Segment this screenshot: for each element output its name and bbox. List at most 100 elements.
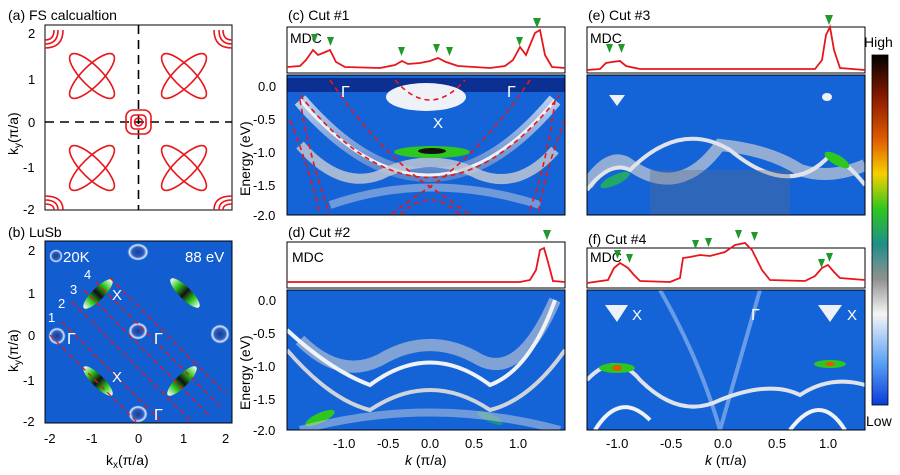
label-x-point: X [847, 307, 857, 324]
mdc-curve [287, 246, 566, 283]
tick: -2.0 [253, 423, 275, 438]
label-x-point: X [112, 287, 122, 304]
colorbar-low: Low [866, 413, 893, 429]
tick: 0.0 [421, 436, 439, 451]
cut-lines [49, 277, 227, 423]
tick: -1.0 [606, 436, 628, 451]
panel-b-frame [44, 240, 233, 424]
colorbar: High Low [864, 34, 893, 429]
panel-f-frame [586, 289, 866, 431]
panel-b-temp: 20K [63, 249, 90, 266]
cut-number: 1 [48, 310, 55, 325]
panel-d-yticks: 0.0 -0.5 -1.0 -1.5 -2.0 [253, 293, 276, 438]
panel-d-title: (d) Cut #2 [288, 224, 350, 240]
panel-c: (c) Cut #1 MDC [237, 7, 566, 223]
label-gamma: Γ [507, 84, 516, 101]
tick: -1.0 [253, 359, 275, 374]
tick: 0.5 [465, 436, 483, 451]
mdc-curve [286, 28, 566, 69]
tick: -2 [44, 431, 56, 446]
mdc-markers [614, 230, 833, 268]
panel-e-title: (e) Cut #3 [588, 7, 650, 23]
mdc-curve [586, 24, 866, 71]
panel-b-energy: 88 eV [185, 249, 224, 266]
tick: -0.5 [377, 436, 399, 451]
tick: 1 [28, 72, 35, 87]
tick: 2 [28, 243, 35, 258]
tick: 2 [28, 26, 35, 41]
tick: -2 [23, 202, 35, 217]
tick: 0.0 [714, 436, 732, 451]
panel-f: (f) Cut #4 MDC X Γ X -1.0 -0.5 [586, 230, 866, 468]
panel-c-title: (c) Cut #1 [288, 7, 350, 23]
tick: -1 [23, 373, 35, 388]
tick: 0.5 [768, 436, 786, 451]
mdc-box [286, 241, 566, 289]
fs-contours [44, 29, 233, 211]
panel-b-title: (b) LuSb [8, 224, 62, 240]
cut-number: 3 [70, 282, 77, 297]
tick: 1 [180, 431, 187, 446]
mdc-marker [543, 230, 551, 240]
panel-b-xticks: -2 -1 0 1 2 [44, 431, 229, 446]
tick: -1 [23, 160, 35, 175]
label-x-point: X [632, 307, 642, 324]
tick: -1.0 [333, 436, 355, 451]
calc-bands [289, 79, 565, 215]
tick: 0.0 [258, 79, 276, 94]
tick: -0.5 [253, 326, 275, 341]
tick: 0 [28, 115, 35, 130]
tick: 0 [28, 328, 35, 343]
mdc-box [586, 247, 866, 289]
panel-f-xlabel: k (π/a) [705, 452, 747, 468]
panel-c-frame [286, 74, 566, 216]
panel-b-ylabel: ky(π/a) [5, 329, 24, 372]
cut-number: 4 [84, 267, 91, 282]
tick: -0.5 [660, 436, 682, 451]
mdc-label: MDC [590, 30, 622, 46]
tick: 1 [28, 286, 35, 301]
tick: 0.0 [258, 293, 276, 308]
panel-d-frame [286, 289, 566, 431]
panel-c-yticks: 0.0 -0.5 -1.0 -1.5 -2.0 [253, 79, 276, 223]
panel-d-ylabel: Energy (eV) [237, 335, 253, 410]
mdc-label: MDC [590, 249, 622, 265]
mdc-label: MDC [292, 249, 324, 265]
panel-a-yticks: 2 1 0 -1 -2 [23, 26, 35, 217]
mdc-label: MDC [290, 30, 322, 46]
label-gamma: Γ [751, 307, 760, 324]
tick: -0.5 [253, 112, 275, 127]
colorbar-high: High [864, 34, 893, 50]
label-gamma: Γ [341, 84, 350, 101]
label-x-point: X [433, 115, 443, 132]
colorbar-gradient [871, 54, 889, 406]
label-gamma: Γ [154, 331, 163, 348]
panel-a-title: (a) FS calcualtion [8, 7, 117, 23]
tick: -1.5 [253, 178, 275, 193]
panel-d-xticks: -1.0 -0.5 0.0 0.5 1.0 [333, 436, 527, 451]
label-gamma: Γ [154, 407, 163, 424]
tick: -2 [23, 414, 35, 429]
label-x-point: X [112, 369, 122, 386]
panel-f-xticks: -1.0 -0.5 0.0 0.5 1.0 [606, 436, 837, 451]
panel-a: (a) FS calcualtion 2 1 0 -1 -2 [5, 7, 233, 217]
panel-d: (d) Cut #2 MDC 0.0 -0.5 -1.0 -1.5 -2.0 -… [237, 224, 566, 468]
panel-e: (e) Cut #3 MDC [586, 7, 866, 216]
panel-b-yticks: 2 1 0 -1 -2 [23, 243, 35, 429]
tick: 1.0 [819, 436, 837, 451]
panel-b-xlabel: kx(π/a) [106, 452, 149, 471]
label-gamma: Γ [67, 331, 76, 348]
cut-number: 2 [58, 296, 65, 311]
tick: 0 [135, 431, 142, 446]
tick: -1 [86, 431, 98, 446]
panel-f-title: (f) Cut #4 [588, 231, 647, 247]
panel-c-ylabel: Energy (eV) [237, 121, 253, 196]
tick: -1.0 [253, 145, 275, 160]
tick: -2.0 [253, 208, 275, 223]
tick: 1.0 [509, 436, 527, 451]
mdc-markers [311, 18, 541, 56]
mdc-curve [586, 242, 866, 284]
tick: -1.5 [253, 392, 275, 407]
panel-e-frame [586, 74, 866, 216]
